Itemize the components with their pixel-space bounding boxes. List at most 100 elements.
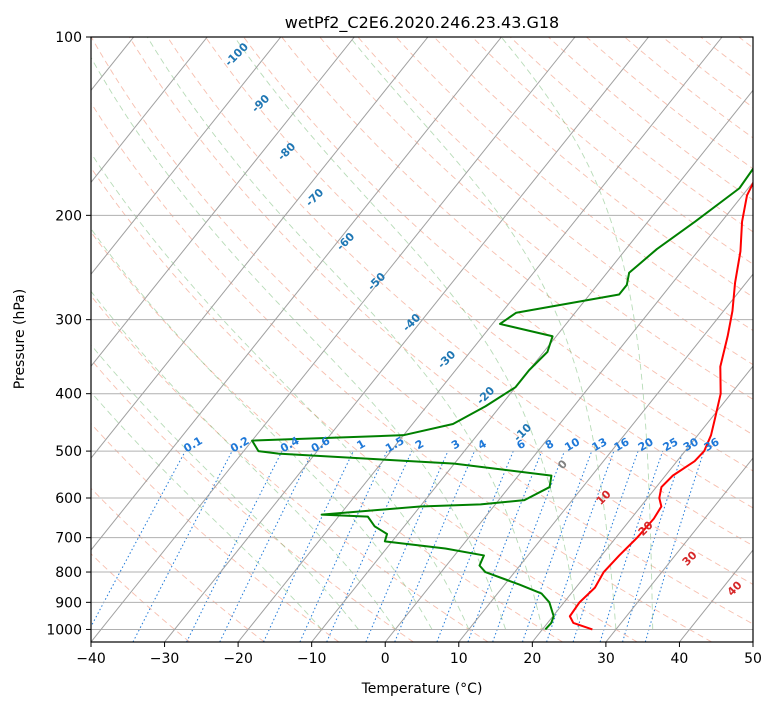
isotherm-line [458, 273, 753, 642]
isotherm-line [91, 37, 576, 642]
dry-adiabat-line [319, 37, 753, 400]
moist-adiabat-line [500, 37, 654, 630]
dry-adiabat-line [433, 37, 753, 298]
mixing-ratio-label: 0.1 [181, 434, 204, 455]
isotherm-line [237, 37, 723, 642]
dry-adiabat-line [243, 37, 753, 472]
y-tick-label: 1000 [46, 622, 82, 638]
dry-adiabat-line [91, 37, 753, 625]
mixing-ratio-label: 6 [514, 437, 527, 452]
dry-adiabat-line [167, 37, 753, 547]
dry-adiabat-line [91, 358, 414, 642]
isotherm-line [91, 37, 502, 551]
dry-adiabat-line [700, 37, 753, 78]
dry-adiabat-label: -20 [474, 384, 497, 407]
dry-adiabat-line [128, 37, 753, 585]
mixing-ratio-line [436, 450, 514, 642]
dry-adiabat-line [91, 102, 712, 642]
moist-adiabat-line [91, 391, 323, 630]
dry-adiabat-label: -100 [222, 40, 251, 69]
mixing-ratio-line [467, 450, 543, 642]
isotherm-line [91, 37, 282, 276]
moist-adiabat-line [91, 344, 359, 630]
y-tick-label: 200 [55, 208, 82, 224]
dry-adiabat-line [510, 37, 753, 233]
dry-adiabat-label: -80 [275, 140, 298, 163]
x-tick-label: 10 [450, 651, 468, 667]
mixing-ratio-line [365, 450, 449, 642]
isotherm-line [91, 37, 355, 367]
mixing-ratio-line [622, 450, 684, 642]
mixing-ratio-line [572, 450, 639, 642]
moist-adiabat-line [146, 37, 543, 630]
y-tick-label: 700 [55, 531, 82, 547]
dry-adiabat-label: -50 [365, 270, 388, 293]
mixing-ratio-line [599, 450, 664, 642]
x-tick-label: −40 [76, 651, 106, 667]
dry-adiabat-label: -40 [400, 311, 423, 334]
isotherm-line [752, 641, 753, 642]
x-tick-label: 20 [523, 651, 541, 667]
dry-adiabat-label: -60 [334, 230, 357, 253]
y-tick-label: 800 [55, 565, 82, 581]
dry-adiabat-line [91, 487, 265, 642]
x-tick-label: 40 [671, 651, 689, 667]
y-tick-label: 900 [55, 595, 82, 611]
mixing-ratio-line [492, 450, 565, 642]
mixing-ratio-label: 0.2 [228, 434, 251, 455]
mixing-ratio-line [644, 450, 705, 642]
mixing-ratio-line [186, 450, 283, 642]
x-tick-label: −20 [223, 651, 253, 667]
x-tick-label: −30 [150, 651, 180, 667]
y-tick-label: 300 [55, 313, 82, 329]
dry-adiabat-line [91, 295, 489, 642]
mixing-ratio-line [299, 450, 388, 642]
x-tick-label: −10 [297, 651, 327, 667]
plot-frame [90, 36, 754, 643]
dry-adiabat-line [91, 231, 563, 642]
mixing-ratio-line [521, 450, 593, 642]
isotherm-line [0, 37, 60, 642]
y-tick-label: 600 [55, 491, 82, 507]
x-axis-label: Temperature (°C) [361, 681, 483, 697]
dry-adiabat-label: -30 [435, 348, 458, 371]
x-tick-label: 50 [744, 651, 762, 667]
dry-adiabat-line [91, 423, 340, 642]
dry-adiabat-label: 30 [680, 548, 700, 568]
mixing-ratio-label: 8 [543, 437, 556, 452]
dry-adiabat-label: -90 [249, 92, 272, 115]
temperature-line [568, 180, 753, 631]
y-axis-label: Pressure (hPa) [12, 289, 28, 389]
dry-adiabat-line [586, 37, 753, 170]
isotherm-line [311, 89, 753, 642]
mixing-ratio-line [326, 450, 413, 642]
x-tick-label: 0 [381, 651, 390, 667]
y-tick-label: 400 [55, 387, 82, 403]
isotherm-line [91, 37, 429, 459]
dewpoint-line [251, 167, 753, 631]
y-tick-label: 500 [55, 444, 82, 460]
dry-adiabat-line [357, 37, 753, 366]
moist-adiabat-line [91, 290, 396, 630]
moist-adiabat-line [91, 56, 507, 630]
moist-adiabat-line [91, 228, 433, 630]
moist-adiabat-line [91, 152, 470, 630]
mixing-ratio-line [263, 450, 354, 642]
dry-adiabat-line [662, 37, 753, 108]
mixing-ratio-label: 3 [449, 437, 462, 452]
isotherm-line [531, 365, 753, 642]
dry-adiabat-line [91, 553, 190, 642]
mixing-ratio-line [546, 450, 615, 642]
dry-adiabat-line [205, 37, 753, 509]
dry-adiabat-line [91, 167, 638, 642]
dry-adiabat-line [548, 37, 753, 201]
chart-title: wetPf2_C2E6.2020.246.23.43.G18 [285, 13, 559, 33]
mixing-ratio-line [219, 450, 314, 642]
mixing-ratio-line [91, 450, 186, 628]
mixing-ratio-label: 2 [413, 437, 426, 452]
isotherm-line [605, 457, 753, 642]
dry-adiabat-line [395, 37, 753, 332]
isotherm-line [91, 37, 208, 184]
isotherm-line [384, 181, 753, 642]
